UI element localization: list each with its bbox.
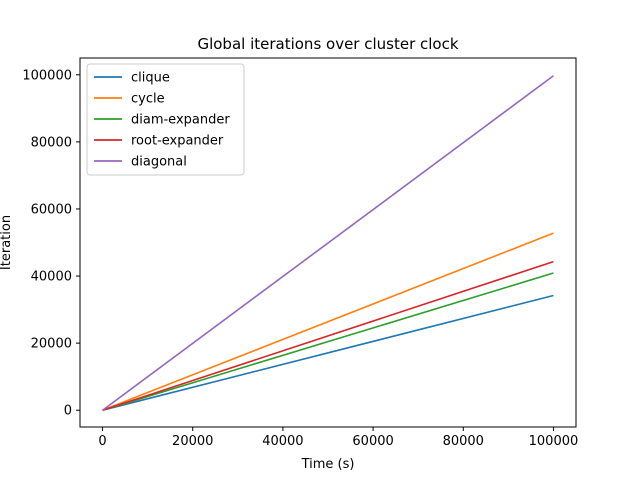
legend: clique cycle diam-expander root-expander dia… <box>86 63 245 176</box>
x-tick-label: 40000 <box>262 434 303 449</box>
x-tick-label: 0 <box>98 434 106 449</box>
plot-frame <box>79 57 577 428</box>
plot-area <box>79 57 577 428</box>
legend-label: clique <box>131 71 170 86</box>
series-line-diam-expander <box>102 272 554 411</box>
series-lines <box>102 75 554 412</box>
y-tick-label: 100000 <box>22 68 72 83</box>
y-tick-label: 20000 <box>31 337 72 352</box>
legend-label: diam-expander <box>131 113 230 128</box>
x-axis-label: Time (s) <box>301 457 355 472</box>
y-axis-label: Iteration <box>0 215 14 270</box>
chart-title: Global iterations over cluster clock <box>197 35 458 53</box>
x-axis: 0 20000 40000 60000 80000 100000 <box>98 427 578 449</box>
legend-label: root-expander <box>131 134 224 149</box>
y-tick-label: 80000 <box>31 135 72 150</box>
legend-label: diagonal <box>131 155 187 170</box>
x-tick-label: 80000 <box>443 434 484 449</box>
series-line-diagonal <box>102 75 554 411</box>
x-tick-label: 20000 <box>172 434 213 449</box>
y-tick-label: 40000 <box>31 270 72 285</box>
y-tick-label: 60000 <box>31 202 72 217</box>
x-tick-label: 60000 <box>352 434 393 449</box>
legend-label: cycle <box>131 92 165 107</box>
series-line-root-expander <box>102 260 554 411</box>
y-tick-label: 0 <box>64 404 72 419</box>
x-tick-label: 100000 <box>529 434 579 449</box>
series-line-clique <box>102 294 554 412</box>
legend-box <box>86 63 245 176</box>
y-axis: 0 20000 40000 60000 80000 100000 <box>22 68 80 419</box>
series-line-cycle <box>102 232 554 411</box>
